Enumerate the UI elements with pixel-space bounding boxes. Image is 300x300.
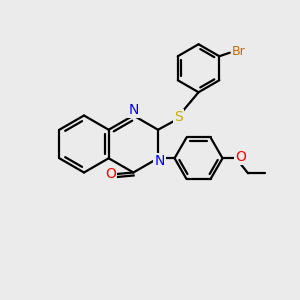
Text: N: N: [128, 103, 139, 117]
Text: S: S: [174, 110, 182, 124]
Text: N: N: [154, 154, 165, 168]
Text: O: O: [235, 150, 246, 164]
Text: O: O: [105, 167, 116, 181]
Text: Br: Br: [232, 45, 246, 58]
